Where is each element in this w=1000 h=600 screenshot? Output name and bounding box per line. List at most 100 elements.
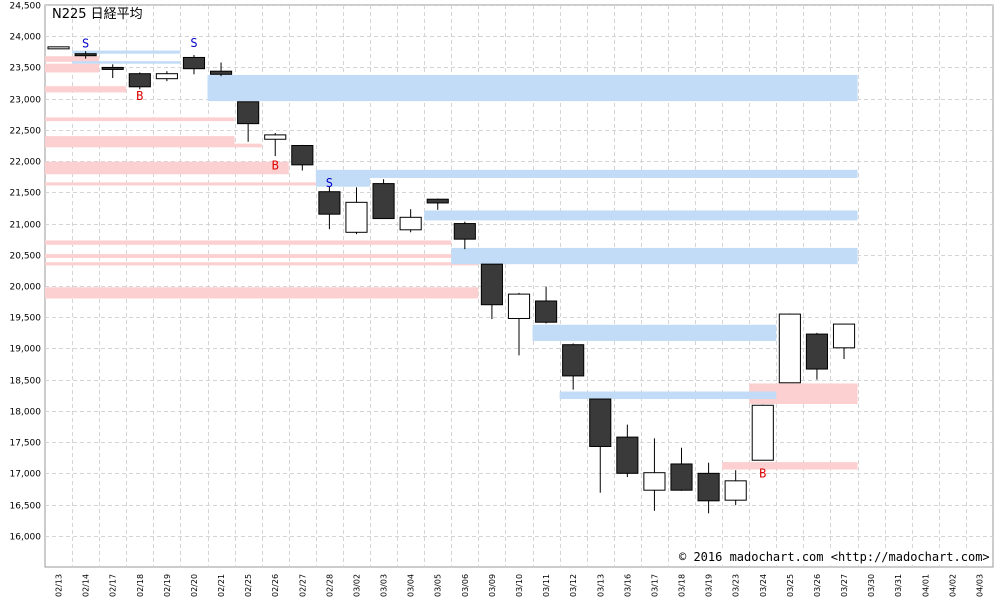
support-zone (45, 287, 479, 299)
y-tick-label: 23,500 (10, 64, 42, 74)
candle-body (562, 344, 585, 377)
y-tick-label: 20,500 (10, 252, 42, 262)
sell-signal-marker: S (190, 36, 197, 50)
candle-body (670, 463, 693, 491)
x-tick-label: 03/16 (623, 574, 632, 597)
resistance-zone (424, 210, 858, 221)
support-zone (45, 240, 452, 245)
support-zone (45, 161, 289, 175)
y-tick-label: 21,500 (10, 189, 42, 199)
chart-title: N225 日経平均 (52, 7, 143, 22)
x-tick-label: 03/12 (569, 574, 578, 597)
candle-body (697, 472, 720, 502)
y-tick-label: 21,000 (10, 221, 42, 231)
x-tick-label: 03/11 (542, 574, 551, 597)
x-tick-label: 03/26 (813, 574, 822, 597)
x-tick-label: 03/18 (678, 574, 687, 597)
candle-body (751, 404, 774, 461)
candle-body (535, 300, 558, 323)
support-zone (45, 254, 479, 258)
x-tick-label: 03/06 (461, 574, 470, 597)
resistance-zone (315, 169, 858, 178)
x-tick-label: 02/18 (136, 574, 145, 597)
x-tick-label: 03/30 (867, 574, 876, 597)
resistance-zone (451, 247, 858, 265)
x-tick-label: 03/31 (894, 574, 903, 597)
x-tick-label: 02/19 (163, 574, 172, 597)
candle-body (643, 472, 666, 491)
y-tick-label: 19,500 (10, 314, 42, 324)
support-zone (45, 136, 235, 145)
candle-body (74, 53, 97, 57)
y-tick-label: 18,000 (10, 408, 42, 418)
candle-body (291, 145, 314, 166)
candle-body (589, 398, 612, 447)
candle-body (480, 263, 503, 306)
candle-body (155, 73, 178, 80)
x-tick-label: 02/20 (190, 574, 199, 597)
y-tick-label: 18,500 (10, 377, 42, 387)
y-tick-label: 19,000 (10, 345, 42, 355)
candle-body (399, 216, 422, 231)
support-zone (45, 86, 127, 93)
candle-body (426, 198, 449, 204)
y-tick-label: 16,500 (10, 502, 42, 512)
sell-signal-marker: S (326, 176, 333, 190)
x-tick-label: 03/04 (407, 574, 416, 597)
candle-body (832, 323, 856, 349)
x-tick-label: 04/02 (948, 574, 957, 597)
resistance-zone (207, 74, 858, 102)
candle-body (616, 436, 639, 474)
x-tick-label: 03/05 (434, 574, 443, 597)
candle-body (264, 134, 287, 140)
y-tick-label: 22,500 (10, 127, 42, 137)
y-tick-label: 20,000 (10, 283, 42, 293)
x-tick-label: 03/17 (650, 574, 659, 597)
support-zone (45, 117, 235, 122)
y-tick-label: 24,500 (10, 2, 42, 12)
x-tick-label: 02/21 (217, 574, 226, 597)
support-zone (45, 63, 100, 73)
candle-body (453, 223, 476, 240)
support-zone (45, 182, 316, 186)
x-tick-label: 03/25 (786, 574, 795, 597)
support-zone (45, 262, 479, 266)
y-tick-label: 16,000 (10, 533, 42, 543)
x-tick-label: 02/13 (55, 574, 64, 597)
buy-signal-marker: B (272, 158, 279, 172)
x-tick-label: 03/03 (380, 574, 389, 597)
x-tick-label: 03/19 (705, 574, 714, 597)
sell-signal-marker: S (82, 37, 89, 51)
x-tick-label: 02/26 (271, 574, 280, 597)
candle-body (372, 183, 395, 220)
x-tick-label: 02/28 (325, 574, 334, 597)
y-tick-label: 17,000 (10, 470, 42, 480)
x-tick-label: 03/27 (840, 574, 849, 597)
resistance-zone (559, 391, 777, 400)
x-tick-label: 02/25 (244, 574, 253, 597)
x-tick-label: 02/14 (82, 574, 91, 597)
x-tick-label: 02/17 (109, 574, 118, 597)
support-zone (45, 56, 100, 62)
candle-body (805, 333, 829, 370)
resistance-zone (72, 61, 181, 64)
y-tick-label: 24,000 (10, 33, 42, 43)
x-tick-label: 03/24 (759, 574, 768, 597)
y-tick-label: 22,000 (10, 158, 42, 168)
x-tick-label: 03/10 (515, 574, 524, 597)
buy-signal-marker: B (136, 89, 143, 103)
resistance-zone (315, 177, 371, 187)
candle-body (507, 293, 531, 319)
candle-body (778, 313, 801, 384)
y-tick-label: 17,500 (10, 439, 42, 449)
buy-signal-marker: B (759, 466, 766, 480)
x-tick-label: 03/02 (352, 574, 361, 597)
candle-body (182, 56, 206, 70)
x-tick-label: 02/27 (298, 574, 307, 597)
candle-body (47, 46, 70, 50)
candle-body (724, 480, 747, 501)
candle-body (237, 101, 260, 125)
candle-body (128, 73, 151, 88)
candle-body (345, 201, 368, 233)
